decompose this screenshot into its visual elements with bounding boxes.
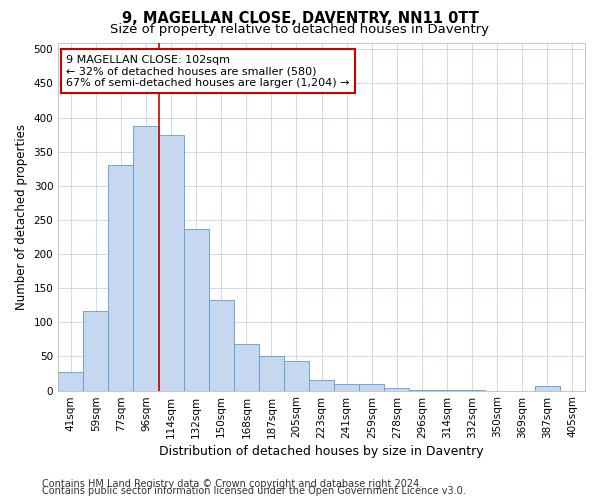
Bar bbox=[234, 344, 259, 391]
Bar bbox=[259, 356, 284, 390]
Bar bbox=[58, 372, 83, 390]
Bar bbox=[309, 380, 334, 390]
X-axis label: Distribution of detached houses by size in Daventry: Distribution of detached houses by size … bbox=[159, 444, 484, 458]
Bar bbox=[209, 300, 234, 390]
Bar bbox=[83, 312, 109, 390]
Text: 9 MAGELLAN CLOSE: 102sqm
← 32% of detached houses are smaller (580)
67% of semi-: 9 MAGELLAN CLOSE: 102sqm ← 32% of detach… bbox=[66, 54, 350, 88]
Text: 9, MAGELLAN CLOSE, DAVENTRY, NN11 0TT: 9, MAGELLAN CLOSE, DAVENTRY, NN11 0TT bbox=[121, 11, 479, 26]
Bar bbox=[359, 384, 385, 390]
Bar bbox=[535, 386, 560, 390]
Bar bbox=[385, 388, 409, 390]
Bar bbox=[158, 134, 184, 390]
Bar bbox=[133, 126, 158, 390]
Text: Size of property relative to detached houses in Daventry: Size of property relative to detached ho… bbox=[110, 22, 490, 36]
Y-axis label: Number of detached properties: Number of detached properties bbox=[15, 124, 28, 310]
Text: Contains public sector information licensed under the Open Government Licence v3: Contains public sector information licen… bbox=[42, 486, 466, 496]
Bar bbox=[284, 361, 309, 390]
Bar bbox=[334, 384, 359, 390]
Bar bbox=[109, 166, 133, 390]
Bar bbox=[184, 229, 209, 390]
Text: Contains HM Land Registry data © Crown copyright and database right 2024.: Contains HM Land Registry data © Crown c… bbox=[42, 479, 422, 489]
